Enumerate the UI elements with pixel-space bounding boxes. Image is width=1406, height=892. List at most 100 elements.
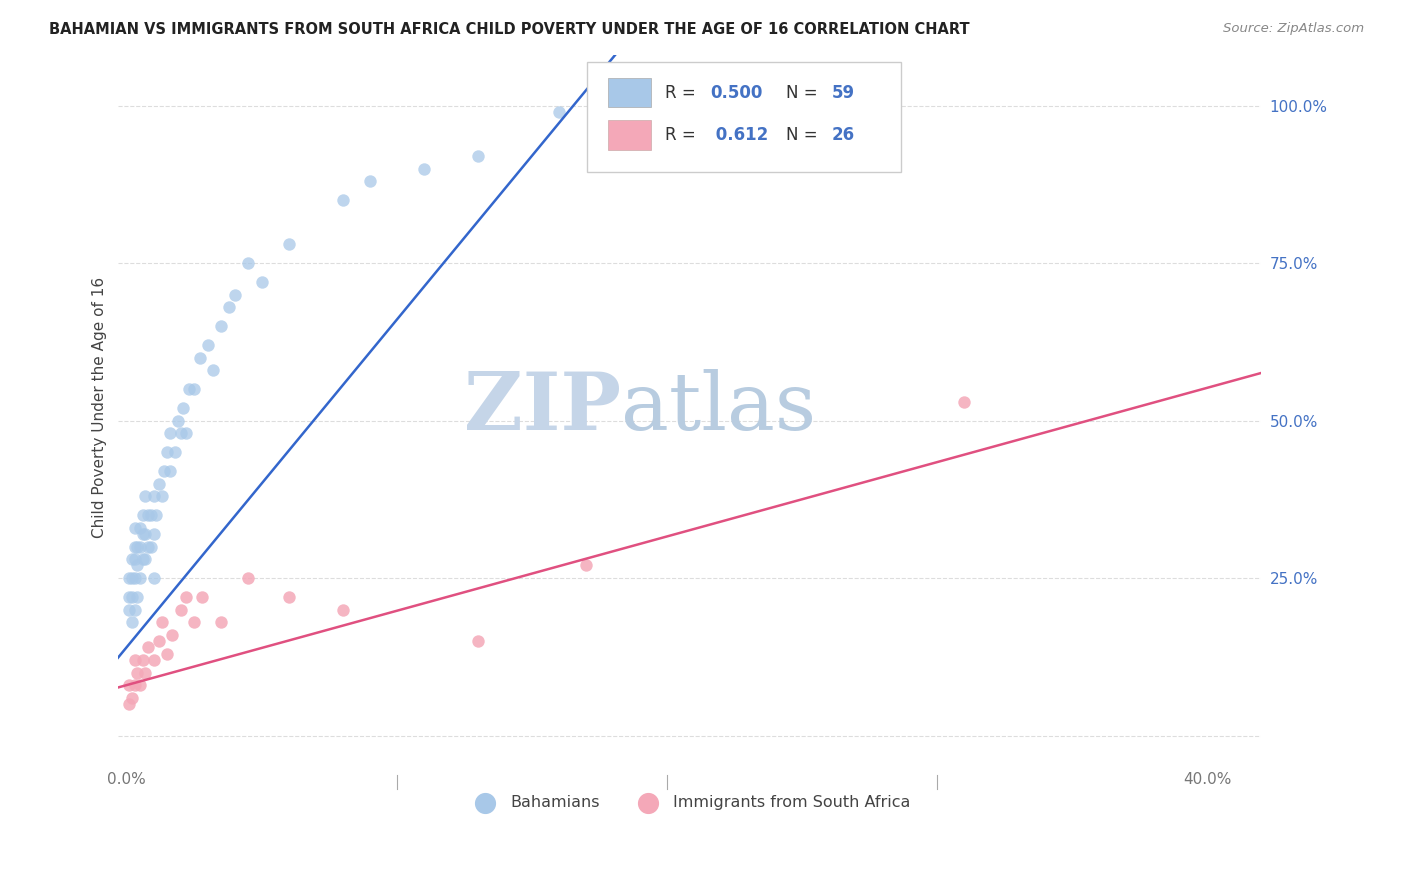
FancyBboxPatch shape — [607, 78, 651, 107]
Text: atlas: atlas — [621, 369, 817, 447]
Point — [236, 571, 259, 585]
Point — [118, 571, 141, 585]
Point — [145, 508, 167, 522]
Text: N =: N = — [786, 84, 823, 102]
Point — [139, 540, 162, 554]
Point — [132, 653, 155, 667]
Point — [150, 615, 173, 629]
Point — [124, 678, 146, 692]
Point — [188, 351, 211, 365]
Point — [121, 590, 143, 604]
Point — [202, 363, 225, 377]
Point — [169, 602, 191, 616]
Point — [156, 445, 179, 459]
Point — [142, 571, 165, 585]
Point — [134, 552, 156, 566]
Point — [332, 193, 354, 207]
Point — [197, 338, 219, 352]
Point — [209, 615, 232, 629]
Text: R =: R = — [665, 84, 700, 102]
Point — [165, 445, 187, 459]
Point — [124, 653, 146, 667]
Point — [132, 508, 155, 522]
Point — [132, 552, 155, 566]
Point — [191, 590, 214, 604]
Point — [332, 602, 354, 616]
Point — [142, 489, 165, 503]
Point — [136, 640, 159, 655]
Point — [177, 382, 200, 396]
Point — [124, 571, 146, 585]
Point — [224, 287, 246, 301]
Point — [121, 552, 143, 566]
Point — [150, 489, 173, 503]
Point — [124, 540, 146, 554]
Point — [169, 426, 191, 441]
Text: 26: 26 — [831, 126, 855, 144]
Point — [277, 590, 299, 604]
Point — [132, 527, 155, 541]
Point — [277, 237, 299, 252]
Point — [209, 319, 232, 334]
Point — [142, 527, 165, 541]
Point — [575, 558, 598, 573]
Text: R =: R = — [665, 126, 700, 144]
Point — [127, 590, 149, 604]
Point — [118, 678, 141, 692]
Text: N =: N = — [786, 126, 823, 144]
Point — [159, 426, 181, 441]
Point — [467, 149, 489, 163]
Point — [183, 382, 205, 396]
Point — [127, 540, 149, 554]
Point — [124, 521, 146, 535]
Point — [121, 615, 143, 629]
Point — [172, 401, 194, 415]
Point — [359, 174, 381, 188]
Text: 59: 59 — [831, 84, 855, 102]
Point — [127, 665, 149, 680]
Point — [236, 256, 259, 270]
Point — [412, 161, 434, 176]
Point — [174, 426, 197, 441]
Point — [118, 590, 141, 604]
Point — [121, 690, 143, 705]
Point — [118, 602, 141, 616]
Text: Source: ZipAtlas.com: Source: ZipAtlas.com — [1223, 22, 1364, 36]
Point — [121, 571, 143, 585]
Point — [118, 697, 141, 711]
Y-axis label: Child Poverty Under the Age of 16: Child Poverty Under the Age of 16 — [93, 277, 107, 539]
Point — [129, 521, 152, 535]
Point — [148, 476, 170, 491]
Point — [953, 394, 976, 409]
Point — [153, 464, 176, 478]
Point — [129, 540, 152, 554]
Point — [127, 558, 149, 573]
Point — [159, 464, 181, 478]
Point — [124, 552, 146, 566]
Text: 0.500: 0.500 — [710, 84, 763, 102]
Point — [167, 413, 190, 427]
Point — [134, 527, 156, 541]
Point — [124, 602, 146, 616]
Point — [136, 540, 159, 554]
Point — [134, 489, 156, 503]
Point — [183, 615, 205, 629]
FancyBboxPatch shape — [588, 62, 901, 171]
Point — [467, 634, 489, 648]
Point — [174, 590, 197, 604]
Point — [162, 628, 184, 642]
Legend: Bahamians, Immigrants from South Africa: Bahamians, Immigrants from South Africa — [463, 789, 917, 816]
Point — [136, 508, 159, 522]
Point — [139, 508, 162, 522]
Point — [129, 678, 152, 692]
Point — [148, 634, 170, 648]
Text: BAHAMIAN VS IMMIGRANTS FROM SOUTH AFRICA CHILD POVERTY UNDER THE AGE OF 16 CORRE: BAHAMIAN VS IMMIGRANTS FROM SOUTH AFRICA… — [49, 22, 970, 37]
Point — [134, 665, 156, 680]
FancyBboxPatch shape — [607, 120, 651, 150]
Text: 0.612: 0.612 — [710, 126, 769, 144]
Point — [142, 653, 165, 667]
Point — [250, 275, 273, 289]
Point — [156, 647, 179, 661]
Point — [218, 300, 240, 314]
Point — [547, 104, 569, 119]
